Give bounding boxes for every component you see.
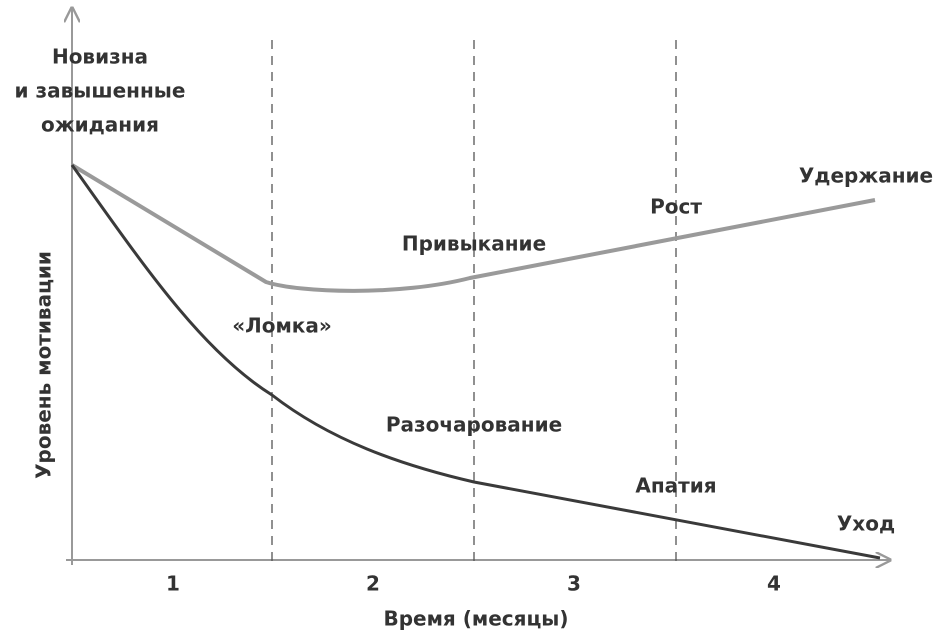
top-label: Новизна: [52, 45, 148, 69]
period-dividers: [271, 40, 677, 568]
period-label: 2: [366, 572, 380, 596]
y-axis-title: Уровень мотивации: [32, 251, 56, 479]
upper-curve: [70, 163, 876, 293]
curve-label: Апатия: [635, 474, 716, 498]
curve-label: Уход: [837, 512, 895, 536]
curve-label: Привыкание: [402, 232, 546, 256]
period-label: 1: [166, 572, 180, 596]
top-label: ожидания: [41, 113, 159, 137]
curve-label: Разочарование: [386, 413, 562, 437]
period-label: 3: [567, 572, 581, 596]
curve-label: Рост: [650, 195, 702, 219]
period-label: 4: [767, 572, 781, 596]
lower-curve: [70, 164, 881, 560]
curve-label: «Ломка»: [232, 314, 332, 338]
top-label: и завышенные: [15, 79, 186, 103]
x-axis-title: Время (месяцы): [383, 607, 568, 631]
curve-label: Удержание: [799, 164, 933, 188]
